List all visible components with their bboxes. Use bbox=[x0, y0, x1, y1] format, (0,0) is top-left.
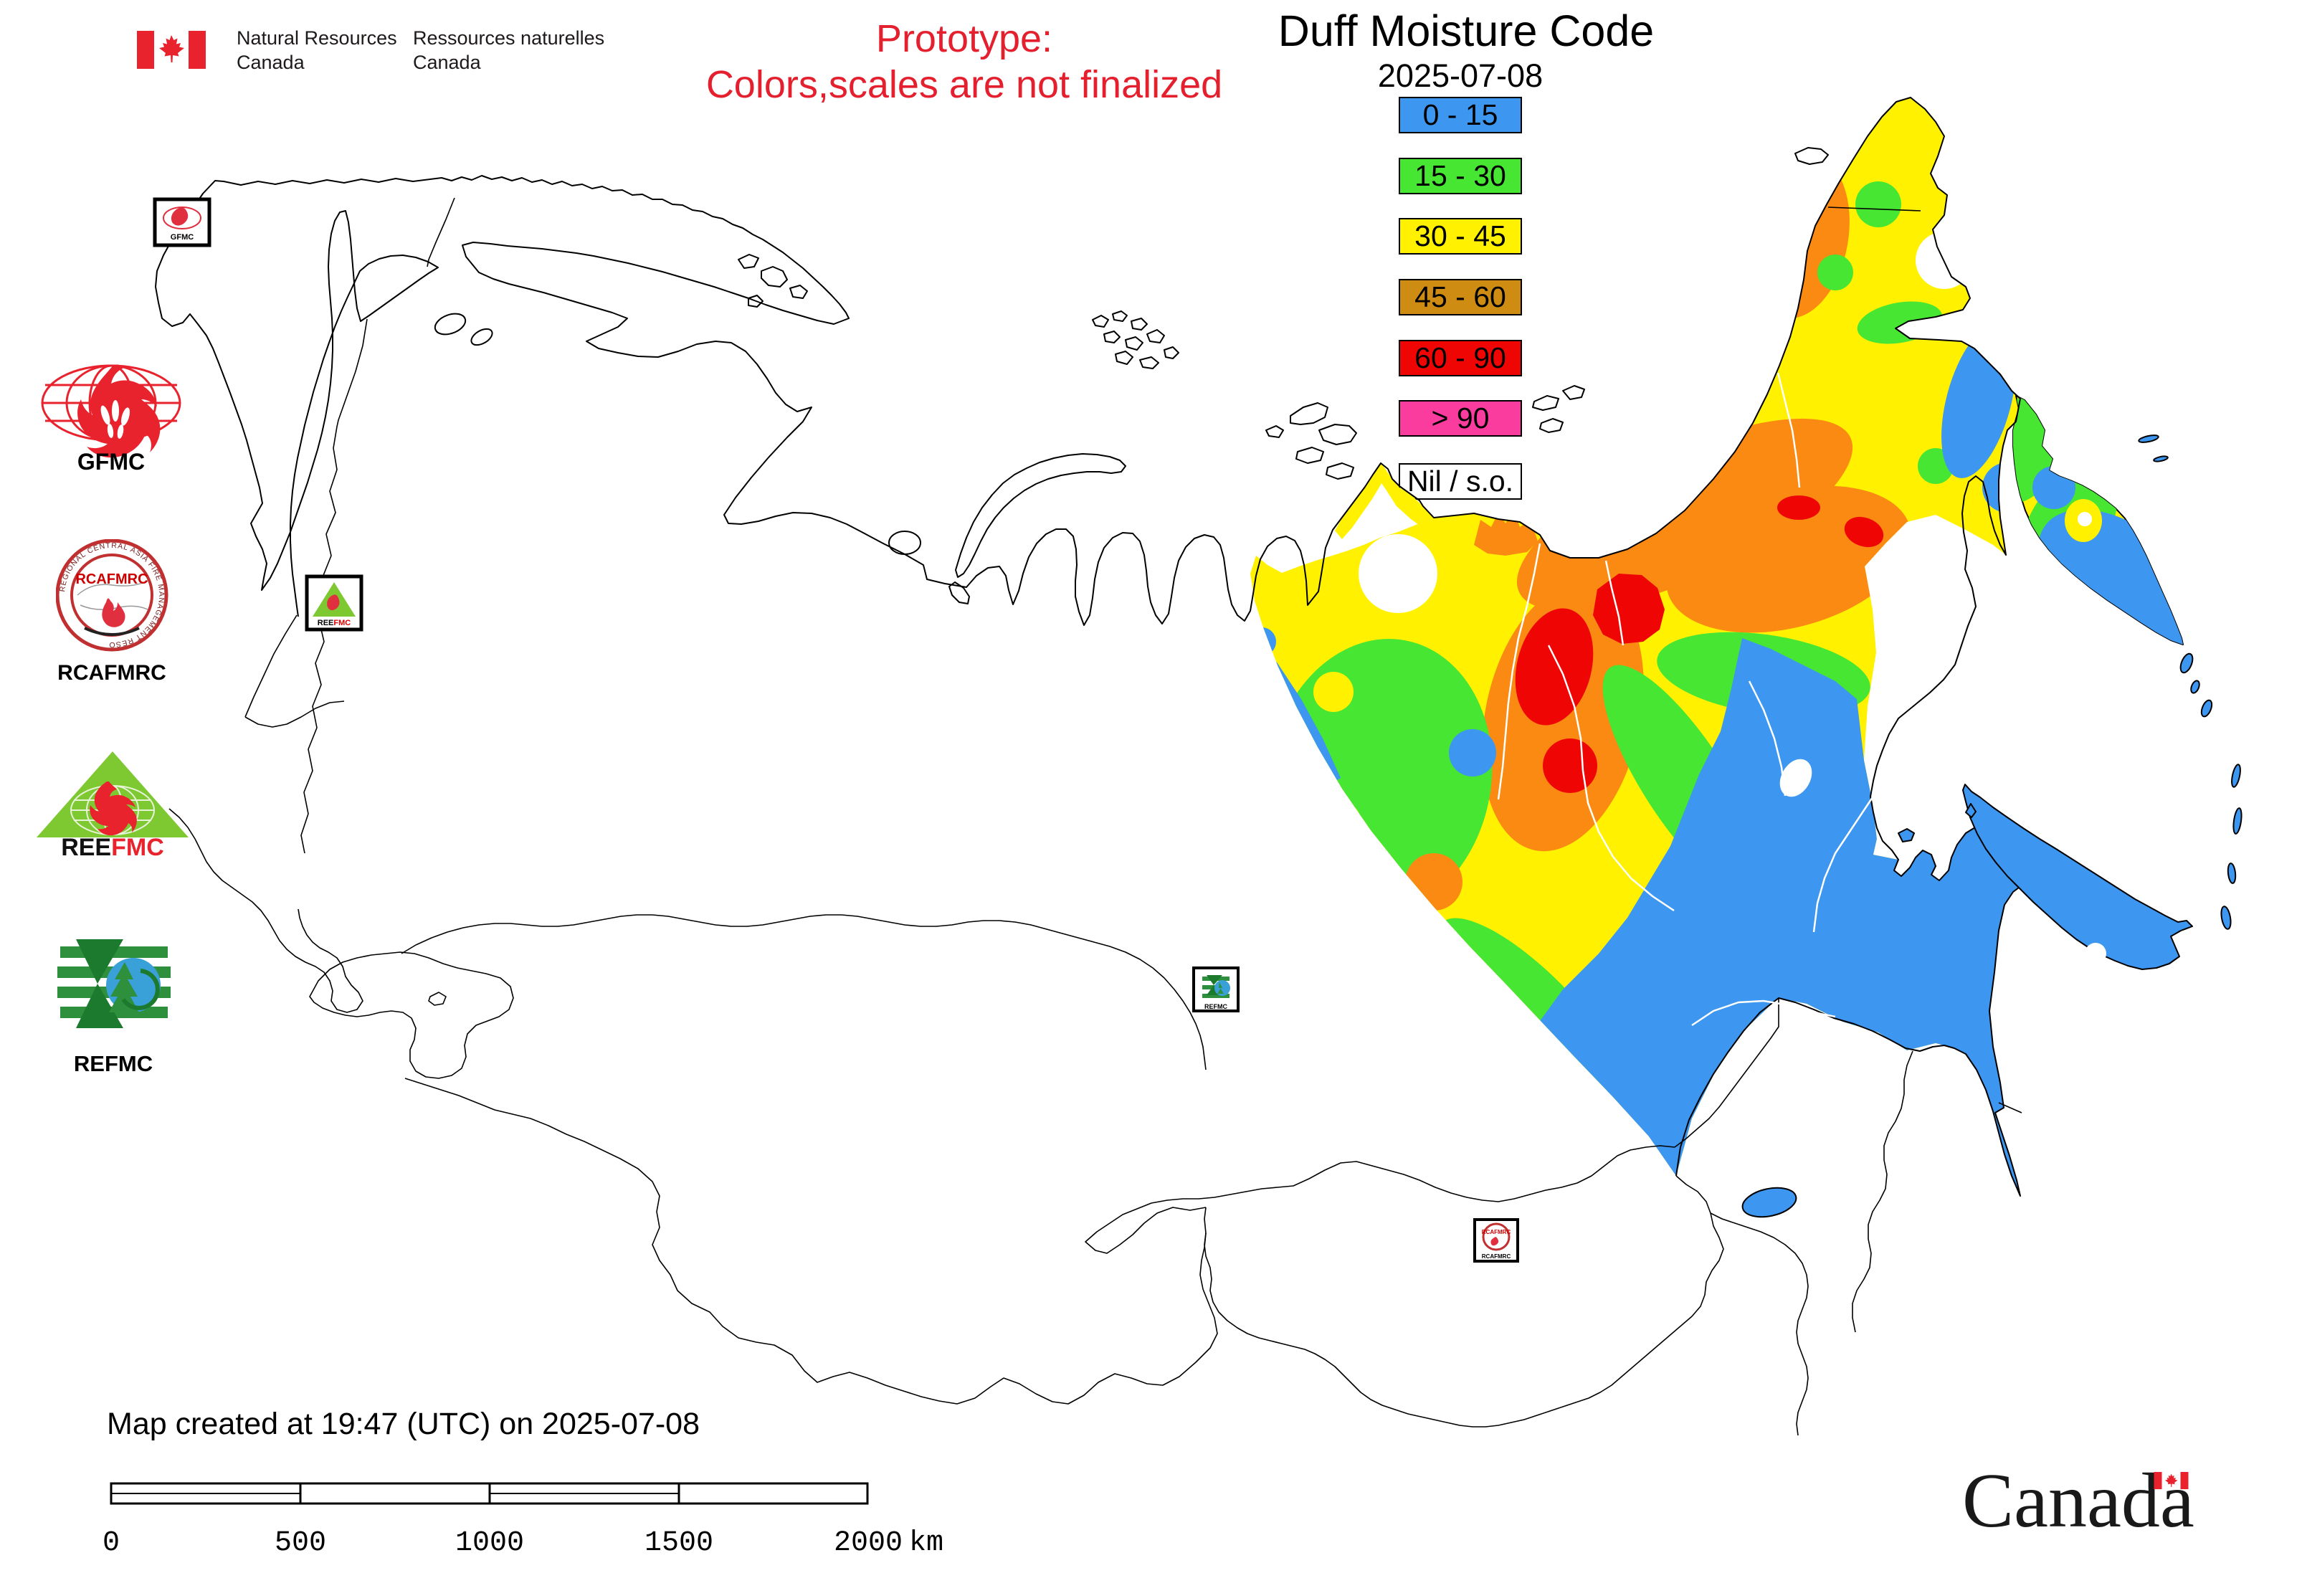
svg-text:REFMC: REFMC bbox=[1204, 1003, 1227, 1010]
svg-text:1000: 1000 bbox=[455, 1527, 524, 1559]
svg-text:RCAFMRC: RCAFMRC bbox=[75, 571, 148, 587]
svg-text:RCAFMRC: RCAFMRC bbox=[57, 661, 166, 685]
svg-text:REFMC: REFMC bbox=[74, 1051, 153, 1076]
svg-text:GFMC: GFMC bbox=[171, 233, 194, 242]
svg-text:500: 500 bbox=[275, 1527, 326, 1559]
svg-text:REEFMC: REEFMC bbox=[61, 834, 164, 859]
svg-text:RCAFMRC: RCAFMRC bbox=[1482, 1253, 1511, 1260]
svg-text:2000: 2000 bbox=[834, 1527, 903, 1559]
svg-text:1500: 1500 bbox=[645, 1527, 713, 1559]
svg-text:0: 0 bbox=[103, 1527, 120, 1559]
svg-text:REEFMC: REEFMC bbox=[318, 619, 351, 627]
svg-text:km: km bbox=[909, 1527, 943, 1559]
svg-text:GFMC: GFMC bbox=[77, 449, 145, 475]
svg-text:RCAFMRC: RCAFMRC bbox=[1482, 1229, 1511, 1235]
